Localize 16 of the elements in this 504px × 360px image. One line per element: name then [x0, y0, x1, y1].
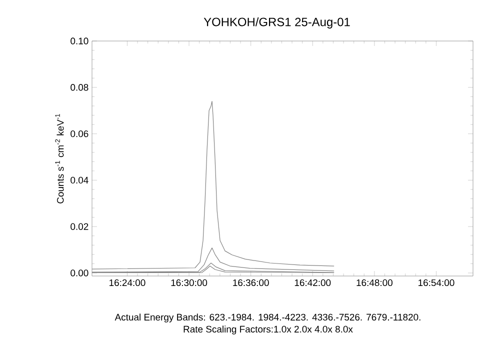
x-tick-label: 16:48:00 — [356, 279, 392, 286]
y-tick-label: 0.04 — [70, 176, 88, 184]
x-tick-label: 16:42:00 — [294, 279, 331, 286]
x-tick-label: 16:36:00 — [233, 279, 269, 286]
text: Actual Energy Bands: 623.-1984. 1984.-4223. 4336.-7526. 7679.-11820. — [114, 314, 420, 322]
y-tick-label: 0.00 — [70, 270, 88, 276]
y-tick-label: 0.06 — [70, 130, 88, 138]
y-tick-label: 0.10 — [70, 38, 88, 44]
y-tick-label: 0.08 — [70, 84, 88, 91]
x-tick-label: 16:30:00 — [171, 279, 208, 286]
y-axis-title: Counts s$^{-1}$ cm$^{-2}$ keV$^{-1}$ — [55, 114, 64, 204]
chart-title: YOHKOH/GRS1 25-Aug-01 — [204, 17, 350, 29]
x-tick-label: 16:24:00 — [110, 279, 146, 286]
text: Rate Scaling Factors:1.0x 2.0x 4.0x 8.0x — [184, 326, 353, 334]
y-tick-label: 0.02 — [70, 223, 88, 230]
x-tick-label: 16:54:00 — [418, 279, 454, 286]
